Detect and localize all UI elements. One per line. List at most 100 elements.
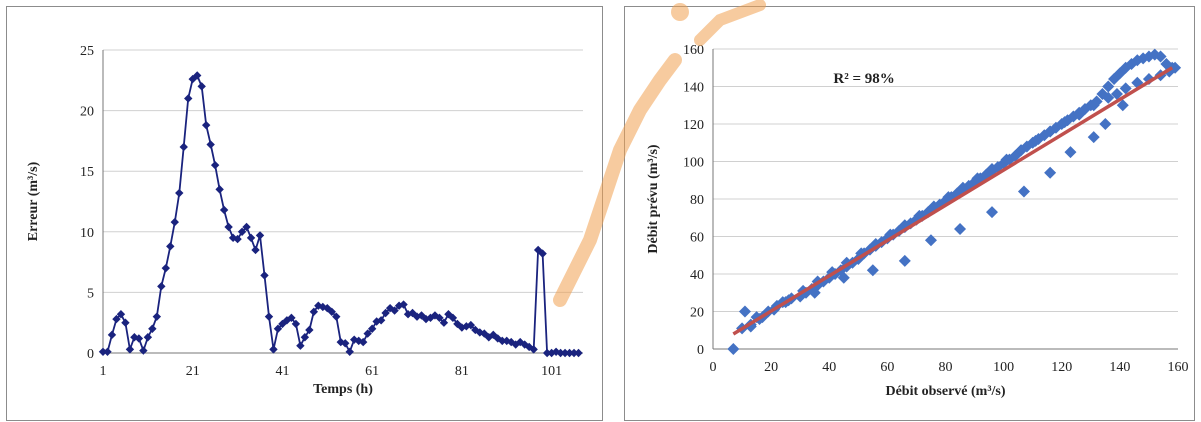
data-point (1099, 118, 1112, 130)
y-tick-label: 25 (80, 44, 94, 59)
data-point (332, 312, 341, 321)
y-tick-label: 160 (683, 43, 704, 58)
data-point (134, 334, 144, 343)
data-point (107, 330, 117, 340)
data-point (538, 249, 547, 258)
data-point (148, 324, 157, 333)
y-tick-label: 0 (697, 343, 704, 358)
r-squared-label: R² = 98% (833, 71, 894, 87)
data-point (1029, 134, 1042, 147)
data-point (808, 286, 821, 299)
data-point (341, 339, 350, 348)
data-point (1000, 153, 1013, 166)
data-point (556, 348, 565, 358)
data-point (1044, 166, 1057, 179)
data-point (112, 314, 121, 324)
data-point (837, 271, 850, 284)
data-point (309, 307, 319, 316)
y-tick-label: 20 (80, 105, 94, 120)
data-point (139, 346, 148, 355)
data-point (246, 233, 256, 243)
x-tick-label: 21 (186, 364, 200, 379)
data-point (184, 94, 193, 103)
data-point (224, 222, 233, 232)
data-point (727, 343, 740, 355)
x-tick-label: 61 (365, 364, 379, 379)
data-point (1044, 125, 1057, 138)
data-point (233, 234, 242, 244)
data-point (206, 140, 215, 149)
data-point (399, 300, 408, 309)
data-point (143, 333, 153, 342)
data-point (201, 120, 211, 130)
data-point (924, 234, 937, 247)
data-point (390, 306, 399, 315)
y-tick-label: 20 (690, 306, 704, 321)
data-point (363, 329, 372, 338)
y-tick-label: 140 (683, 81, 704, 96)
data-point (738, 305, 751, 318)
data-point (219, 205, 229, 215)
data-point (1119, 82, 1132, 95)
data-point (296, 341, 305, 350)
data-point (300, 333, 310, 342)
data-point (125, 345, 135, 354)
scatter-chart: 0 20 40 60 80 100 120 140 160 0 20 40 60 80 100 120 140 1… (646, 43, 1189, 399)
data-point (166, 242, 175, 251)
data-point (565, 348, 574, 358)
y-tick-label: 80 (690, 193, 704, 208)
data-point (273, 324, 283, 333)
data-point (255, 231, 265, 240)
data-point (103, 347, 112, 356)
x-tick-label: 1 (100, 364, 107, 379)
x-tick-label: 101 (541, 364, 562, 379)
data-point (260, 271, 269, 280)
data-point (971, 172, 984, 185)
y-tick-label: 100 (683, 156, 704, 171)
data-point (98, 347, 108, 356)
scatter-chart-panel: 0 20 40 60 80 100 120 140 160 0 20 40 60 80 100 120 140 1… (624, 6, 1195, 421)
x-tick-label: 0 (710, 360, 717, 375)
data-point (569, 348, 579, 358)
data-point (448, 313, 458, 323)
data-point (152, 312, 162, 321)
data-point (197, 82, 206, 91)
data-point (466, 320, 476, 330)
data-point (170, 217, 179, 227)
data-point (215, 185, 224, 194)
data-point (1073, 108, 1086, 121)
data-point (193, 71, 202, 80)
y-tick-label: 120 (683, 118, 704, 133)
data-point (1058, 116, 1071, 129)
data-point (1064, 146, 1077, 159)
error-chart: 0 5 10 15 20 25 1 21 41 61 81 101 Temps (h) Erreur (m… (26, 44, 583, 397)
data-point (210, 160, 220, 170)
data-point (986, 163, 998, 175)
data-point (435, 313, 444, 323)
data-point (237, 227, 247, 236)
data-point (542, 348, 552, 358)
x-tick-label: 100 (993, 360, 1014, 375)
data-point (358, 337, 368, 347)
data-point (345, 347, 354, 356)
x-tick-label: 81 (455, 364, 469, 379)
x-axis-title: Débit observé (m³/s) (885, 384, 1005, 399)
data-point (264, 312, 274, 321)
data-point (533, 245, 543, 255)
y-axis-title: Débit prévu (m³/s) (646, 144, 661, 254)
data-point (1169, 61, 1182, 74)
data-point (1017, 185, 1030, 198)
data-point (251, 245, 260, 255)
data-point (376, 316, 386, 325)
data-point (1110, 88, 1123, 100)
data-point (1015, 144, 1028, 157)
data-point (529, 345, 538, 354)
y-tick-label: 15 (80, 165, 94, 180)
data-point (1116, 99, 1129, 112)
data-point (560, 348, 570, 358)
data-point (954, 223, 967, 235)
data-point (121, 318, 130, 327)
data-point (287, 313, 296, 323)
data-point (574, 348, 583, 358)
x-tick-label: 140 (1109, 360, 1130, 375)
